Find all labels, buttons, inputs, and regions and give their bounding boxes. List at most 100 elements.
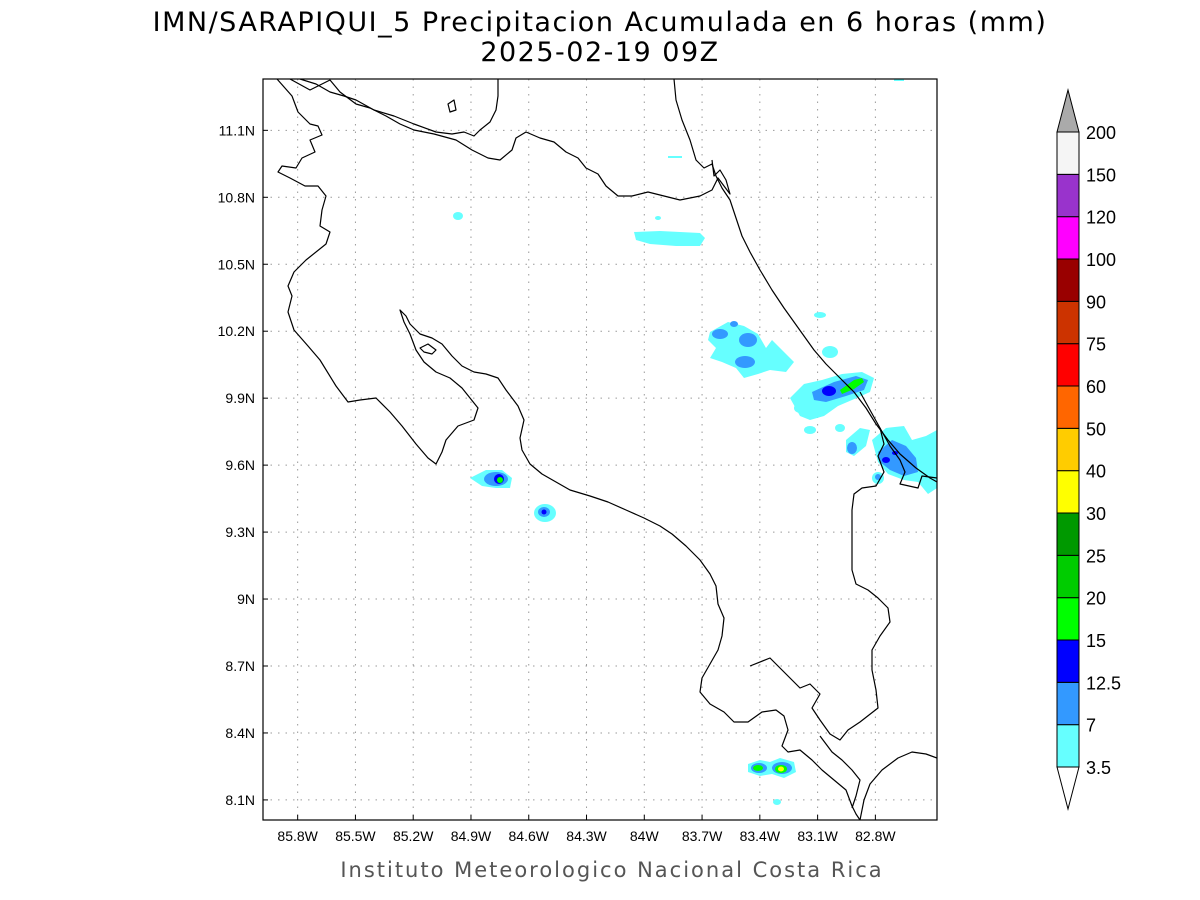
precip-contour-3_5mm bbox=[835, 424, 845, 432]
precip-contour-3_5mm bbox=[794, 403, 806, 413]
lon-tick-label: 84W bbox=[630, 828, 660, 844]
colorbar-label: 90 bbox=[1086, 292, 1106, 312]
precip-contour-3_5mm bbox=[804, 426, 816, 434]
lon-tick-label: 82.8W bbox=[855, 828, 896, 844]
lon-tick-label: 83.4W bbox=[740, 828, 781, 844]
panama-border bbox=[859, 391, 937, 489]
lat-tick-label: 9.3N bbox=[225, 524, 255, 540]
lon-tick-label: 84.3W bbox=[566, 828, 607, 844]
colorbar-label: 50 bbox=[1086, 419, 1106, 439]
precip-contour-3_5mm bbox=[708, 322, 794, 378]
colorbar-label: 7 bbox=[1086, 716, 1096, 736]
precip-contour-3_5mm bbox=[773, 799, 781, 805]
lon-tick-label: 84.9W bbox=[451, 828, 492, 844]
lat-tick-label: 9.6N bbox=[225, 457, 255, 473]
caribbean-coast bbox=[673, 79, 937, 483]
panama-west-border bbox=[819, 735, 861, 809]
map-frame bbox=[262, 78, 938, 821]
colorbar-swatch bbox=[1056, 724, 1080, 768]
colorbar-label: 150 bbox=[1086, 165, 1116, 185]
colorbar-label: 3.5 bbox=[1086, 758, 1111, 778]
colorbar-swatch bbox=[1056, 343, 1080, 387]
precip-contour-7mm bbox=[730, 321, 738, 327]
lat-tick-label: 8.4N bbox=[225, 725, 255, 741]
precip-cell-north-caribbean bbox=[453, 79, 904, 246]
precip-contour-12_5mm bbox=[541, 509, 547, 515]
lat-tick-label: 11.1N bbox=[219, 122, 255, 138]
colorbar-swatch bbox=[1056, 385, 1080, 429]
precip-contour-3_5mm bbox=[814, 312, 826, 318]
precip-contour-3_5mm bbox=[634, 231, 705, 246]
lon-tick-label: 85.5W bbox=[335, 828, 376, 844]
colorbar-swatch bbox=[1056, 597, 1080, 641]
lake-nicaragua-shore bbox=[299, 79, 499, 137]
precip-contour-3_5mm bbox=[453, 212, 463, 220]
map-background bbox=[263, 79, 937, 820]
island-lake bbox=[447, 99, 457, 113]
golfo-dulce-shore bbox=[749, 427, 891, 741]
colorbar-label: 60 bbox=[1086, 377, 1106, 397]
colorbar-label: 15 bbox=[1086, 631, 1106, 651]
lat-tick-label: 8.1N bbox=[225, 792, 255, 808]
coastline-outline bbox=[276, 79, 937, 820]
lon-tick-label: 84.6W bbox=[509, 828, 550, 844]
san-juan-border bbox=[289, 79, 731, 201]
lat-tick-label: 10.8N bbox=[218, 189, 255, 205]
precip-contour-3_5mm bbox=[894, 79, 904, 81]
precip-cell-tortuguero bbox=[708, 312, 838, 378]
colorbar-bottom-cap bbox=[1056, 766, 1080, 811]
precip-contour-30mm bbox=[778, 766, 784, 772]
lon-tick-label: 83.1W bbox=[797, 828, 838, 844]
precip-contour-7mm bbox=[739, 333, 757, 347]
panama-pacific-coast bbox=[859, 751, 937, 820]
precip-contour-3_5mm bbox=[668, 156, 682, 158]
precip-cell-limon-coast bbox=[790, 372, 874, 434]
latitude-tick-labels: 11.1N 10.8N 10.5N 10.2N 9.9N 9.6N 9.3N 9N 8.7N 8.… bbox=[218, 122, 268, 808]
colorbar-label: 30 bbox=[1086, 504, 1106, 524]
precip-contour-7mm bbox=[875, 474, 881, 480]
footer-institution: Instituto Meteorologico Nacional Costa R… bbox=[340, 858, 883, 882]
lat-tick-label: 10.5N bbox=[218, 256, 255, 272]
colorbar-label: 12.5 bbox=[1086, 673, 1121, 693]
precip-contour-15mm bbox=[753, 765, 763, 771]
map-title: IMN/SARAPIQUI_5 Precipitacion Acumulada … bbox=[153, 7, 1048, 38]
lat-tick-label: 9N bbox=[237, 591, 255, 607]
lon-tick-label: 85.8W bbox=[277, 828, 318, 844]
lon-tick-label: 83.7W bbox=[682, 828, 723, 844]
colorbar-swatch bbox=[1056, 427, 1080, 472]
precip-cell-nicoya-gulf bbox=[470, 470, 512, 488]
lat-tick-label: 8.7N bbox=[225, 658, 255, 674]
precip-contour-12_5mm bbox=[822, 386, 836, 396]
colorbar-label: 75 bbox=[1086, 335, 1106, 355]
precip-contour-7mm bbox=[847, 442, 857, 454]
colorbar-swatch bbox=[1056, 131, 1080, 175]
lat-tick-label: 9.9N bbox=[225, 390, 255, 406]
colorbar-swatch bbox=[1056, 512, 1080, 556]
precip-cell-central-pacific bbox=[534, 504, 556, 522]
colorbar-swatch bbox=[1056, 300, 1080, 345]
precip-contour-7mm bbox=[735, 356, 755, 368]
map-plot-area bbox=[262, 78, 938, 821]
longitude-tick-labels: 85.8W 85.5W 85.2W 84.9W 84.6W 84.3W 84W 83.7W 83… bbox=[277, 815, 896, 844]
colorbar-label: 20 bbox=[1086, 589, 1106, 609]
colorbar-label: 25 bbox=[1086, 546, 1106, 566]
precip-contour-3_5mm bbox=[655, 216, 661, 220]
colorbar-label: 200 bbox=[1086, 123, 1116, 143]
map-subtitle-datetime: 2025-02-19 09Z bbox=[480, 37, 719, 68]
colorbar-swatch bbox=[1056, 258, 1080, 302]
precip-contour-15mm bbox=[840, 378, 864, 394]
colorbar-label: 120 bbox=[1086, 208, 1116, 228]
colorbar-swatch bbox=[1056, 173, 1080, 218]
precip-contour-15mm bbox=[497, 477, 503, 483]
colorbar-swatch bbox=[1056, 639, 1080, 683]
colorbar-swatch bbox=[1056, 681, 1080, 726]
colorbar-label: 100 bbox=[1086, 250, 1116, 270]
colorbar-swatch bbox=[1056, 216, 1080, 260]
island-chira bbox=[419, 343, 437, 355]
nicaragua-lake-shore bbox=[276, 79, 861, 820]
precip-contour-12_5mm bbox=[882, 457, 890, 463]
precip-cell-south-pacific bbox=[748, 758, 796, 805]
lat-tick-label: 10.2N bbox=[218, 323, 255, 339]
colorbar-top-cap bbox=[1056, 88, 1080, 133]
